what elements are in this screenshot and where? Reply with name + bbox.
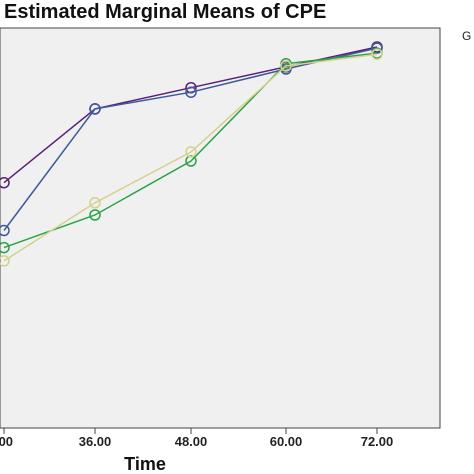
series-4-point — [280, 60, 292, 72]
x-tick-label: 60.00 — [270, 434, 303, 449]
series-3-line — [3, 52, 378, 249]
series-layer — [0, 41, 383, 267]
series-3-point — [185, 155, 197, 167]
x-axis-ticks: .00 36.00 48.00 60.00 72.00 — [0, 428, 393, 449]
chart-title: Estimated Marginal Means of CPE — [4, 1, 326, 23]
series-2-point — [185, 86, 197, 98]
series-4-point — [0, 255, 10, 267]
x-tick-label: 48.00 — [175, 434, 208, 449]
series-1-point — [0, 176, 10, 189]
x-tick-label: 36.00 — [79, 434, 112, 449]
series-2-point — [0, 224, 10, 237]
series-2-point — [89, 103, 101, 115]
legend-title: G — [462, 29, 471, 43]
x-tick-label: .00 — [0, 434, 13, 449]
series-4-point — [185, 146, 197, 158]
series-3-point — [0, 241, 10, 254]
series-4 — [0, 48, 383, 267]
series-3-point — [89, 209, 101, 221]
x-tick-label: 72.00 — [361, 434, 394, 449]
x-axis-label: Time — [124, 454, 166, 474]
series-4-point — [89, 197, 101, 209]
series-4-point — [371, 48, 383, 60]
plot-area — [0, 27, 441, 429]
series-3 — [0, 47, 383, 254]
series-4-line — [3, 53, 378, 262]
